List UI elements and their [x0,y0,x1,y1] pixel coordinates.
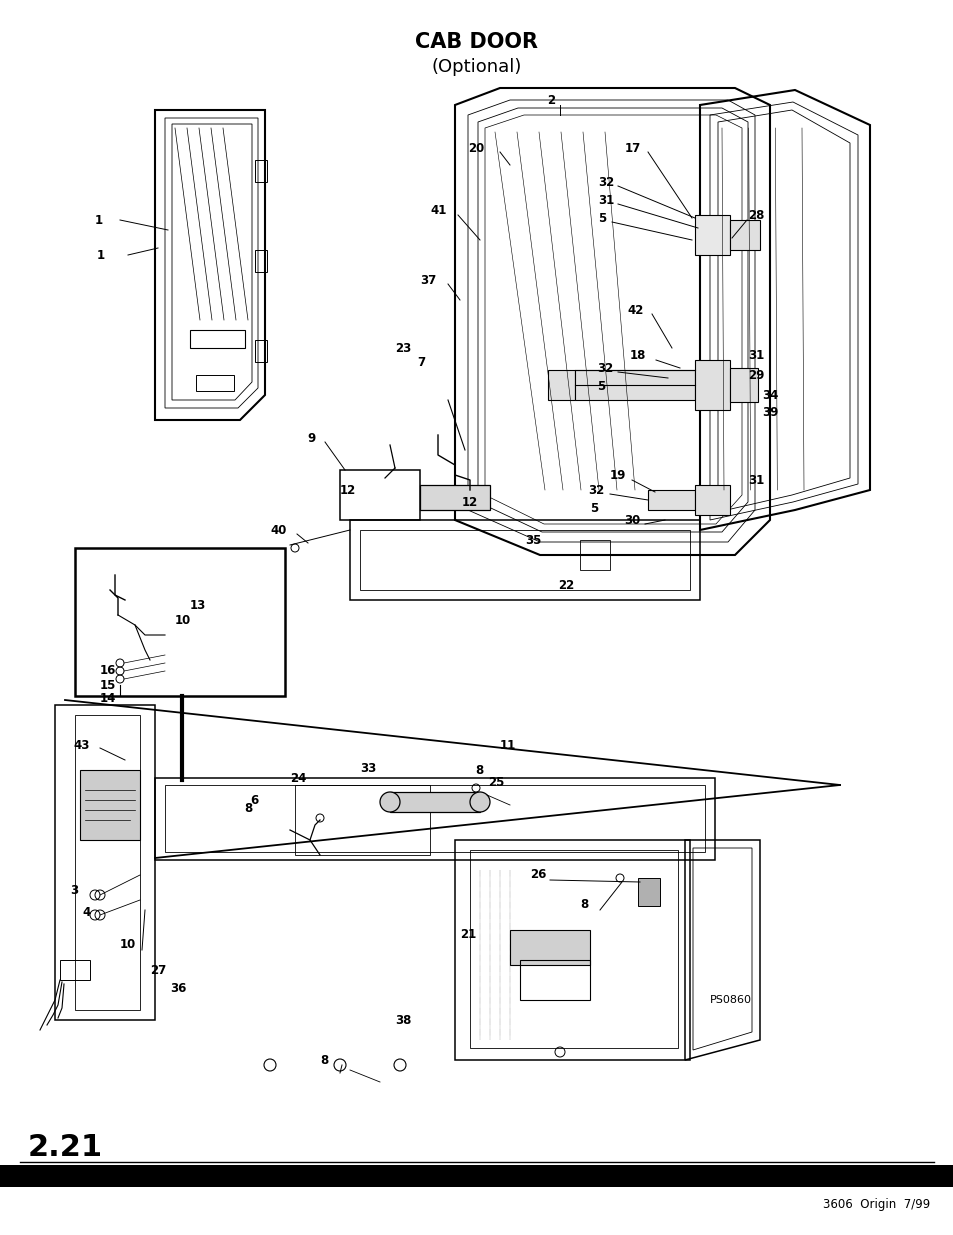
Text: 21: 21 [459,929,476,941]
Text: 24: 24 [290,772,306,784]
Bar [579,540,609,571]
Text: 41: 41 [430,204,446,216]
Bar [0,1165,953,1187]
Polygon shape [695,485,729,515]
Text: 5: 5 [597,379,604,393]
Text: 12: 12 [461,495,477,509]
Bar [195,375,233,391]
Text: 3606  Origin  7/99: 3606 Origin 7/99 [821,1198,929,1212]
Text: 43: 43 [73,739,90,752]
Text: 19: 19 [609,468,626,482]
Text: 31: 31 [747,348,763,362]
Polygon shape [729,368,758,403]
Text: 35: 35 [524,534,540,547]
Text: 5: 5 [598,211,605,225]
Polygon shape [419,485,490,510]
Text: 13: 13 [190,599,206,611]
Text: 22: 22 [558,578,574,592]
Polygon shape [547,370,575,400]
Bar [75,548,285,697]
Bar [638,878,659,906]
Text: 25: 25 [488,776,504,788]
Text: 37: 37 [419,273,436,287]
Text: 10: 10 [120,939,136,951]
Text: 40: 40 [270,524,286,536]
Polygon shape [729,220,760,249]
Text: 34: 34 [761,389,778,401]
Text: 32: 32 [597,362,613,374]
Circle shape [470,792,490,811]
Text: PS0860: PS0860 [709,995,751,1005]
Bar [254,249,267,272]
Text: 30: 30 [623,514,639,526]
Polygon shape [695,215,729,254]
Text: 31: 31 [747,473,763,487]
Text: (Optional): (Optional) [432,58,521,77]
Bar [510,930,589,965]
Text: 42: 42 [626,304,642,316]
Text: 12: 12 [339,483,355,496]
Polygon shape [80,769,140,840]
Bar [190,330,245,348]
Text: 28: 28 [747,209,763,221]
Text: 27: 27 [150,963,166,977]
Text: 20: 20 [468,142,484,154]
Polygon shape [390,792,479,811]
Text: 32: 32 [587,483,603,496]
Text: 3: 3 [70,883,78,897]
Text: 8: 8 [319,1053,328,1067]
Polygon shape [695,359,729,410]
Text: 26: 26 [530,868,546,882]
Text: 8: 8 [244,802,252,815]
Text: 33: 33 [359,762,375,774]
Text: 39: 39 [761,405,778,419]
Text: 5: 5 [589,501,598,515]
Text: 15: 15 [100,678,116,692]
Text: 38: 38 [395,1014,411,1026]
Text: 2.21: 2.21 [28,1134,103,1162]
Text: 31: 31 [598,194,614,206]
Bar [254,161,267,182]
Text: 2: 2 [546,94,555,106]
Text: 32: 32 [598,175,614,189]
Text: 4: 4 [82,905,91,919]
Text: 1: 1 [97,248,105,262]
Bar [254,340,267,362]
Text: 36: 36 [170,982,186,994]
Text: 14: 14 [100,692,116,704]
Text: 6: 6 [250,794,258,806]
Text: 9: 9 [307,431,314,445]
Text: 16: 16 [100,663,116,677]
Text: 18: 18 [629,348,646,362]
Text: 10: 10 [174,614,191,626]
Text: 23: 23 [395,342,411,354]
Text: 7: 7 [416,356,425,368]
Bar [60,960,90,981]
Text: 1: 1 [95,214,103,226]
Text: 29: 29 [747,368,763,382]
Polygon shape [647,490,695,510]
Text: CAB DOOR: CAB DOOR [416,32,537,52]
Polygon shape [575,370,695,400]
Text: 8: 8 [475,763,483,777]
Text: 8: 8 [579,899,588,911]
Text: 11: 11 [499,739,516,752]
Text: 17: 17 [624,142,640,154]
Circle shape [379,792,399,811]
